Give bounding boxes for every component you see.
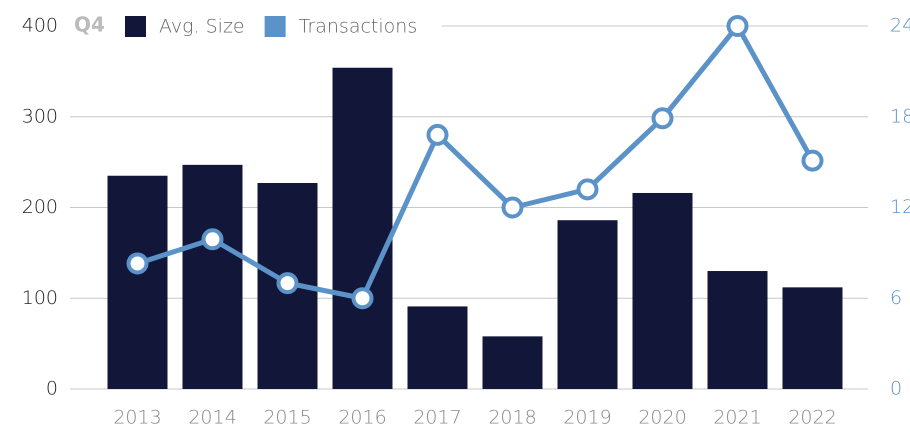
y2-tick-label: 24 xyxy=(890,15,910,37)
bar xyxy=(557,220,618,389)
x-tick-label: 2017 xyxy=(413,407,461,429)
line-marker xyxy=(501,196,524,219)
y2-tick-label: 6 xyxy=(890,287,902,309)
y-tick-label: 200 xyxy=(22,196,58,218)
legend-label: Transactions xyxy=(299,16,418,38)
y2-tick-label: 0 xyxy=(890,378,902,400)
x-tick-label: 2013 xyxy=(113,407,161,429)
line-marker xyxy=(126,252,149,275)
line-marker xyxy=(201,228,224,251)
x-tick-label: 2021 xyxy=(713,407,761,429)
y-tick-label: 300 xyxy=(22,105,58,127)
line-marker xyxy=(726,15,749,37)
y2-tick-label: 12 xyxy=(890,196,910,218)
bar xyxy=(332,67,393,390)
x-tick-label: 2018 xyxy=(488,407,536,429)
bar xyxy=(107,175,168,389)
x-tick-label: 2022 xyxy=(788,407,836,429)
y-tick-label: 0 xyxy=(46,378,58,400)
x-tick-label: 2019 xyxy=(563,407,611,429)
bar xyxy=(482,336,543,389)
legend-label: Avg. Size xyxy=(159,16,245,38)
line-marker xyxy=(276,272,299,295)
bar xyxy=(632,192,693,389)
y-tick-label: 400 xyxy=(22,15,58,37)
bar xyxy=(182,164,243,389)
legend-swatch xyxy=(125,16,146,37)
bar xyxy=(407,306,468,389)
line-marker xyxy=(576,178,599,201)
line-marker xyxy=(651,107,674,130)
line xyxy=(136,23,815,301)
line-marker xyxy=(351,287,374,310)
line-marker xyxy=(426,123,449,146)
y-tick-label: 100 xyxy=(22,287,58,309)
x-tick-label: 2020 xyxy=(638,407,686,429)
line-marker xyxy=(801,149,824,172)
bar xyxy=(707,271,768,389)
legend-swatch xyxy=(264,16,286,37)
y2-tick-label: 18 xyxy=(890,105,910,127)
x-tick-label: 2015 xyxy=(263,407,311,429)
x-tick-label: 2016 xyxy=(338,407,386,429)
bar xyxy=(782,287,843,389)
chart-title: Q4 xyxy=(74,13,105,37)
x-tick-label: 2014 xyxy=(188,407,236,429)
